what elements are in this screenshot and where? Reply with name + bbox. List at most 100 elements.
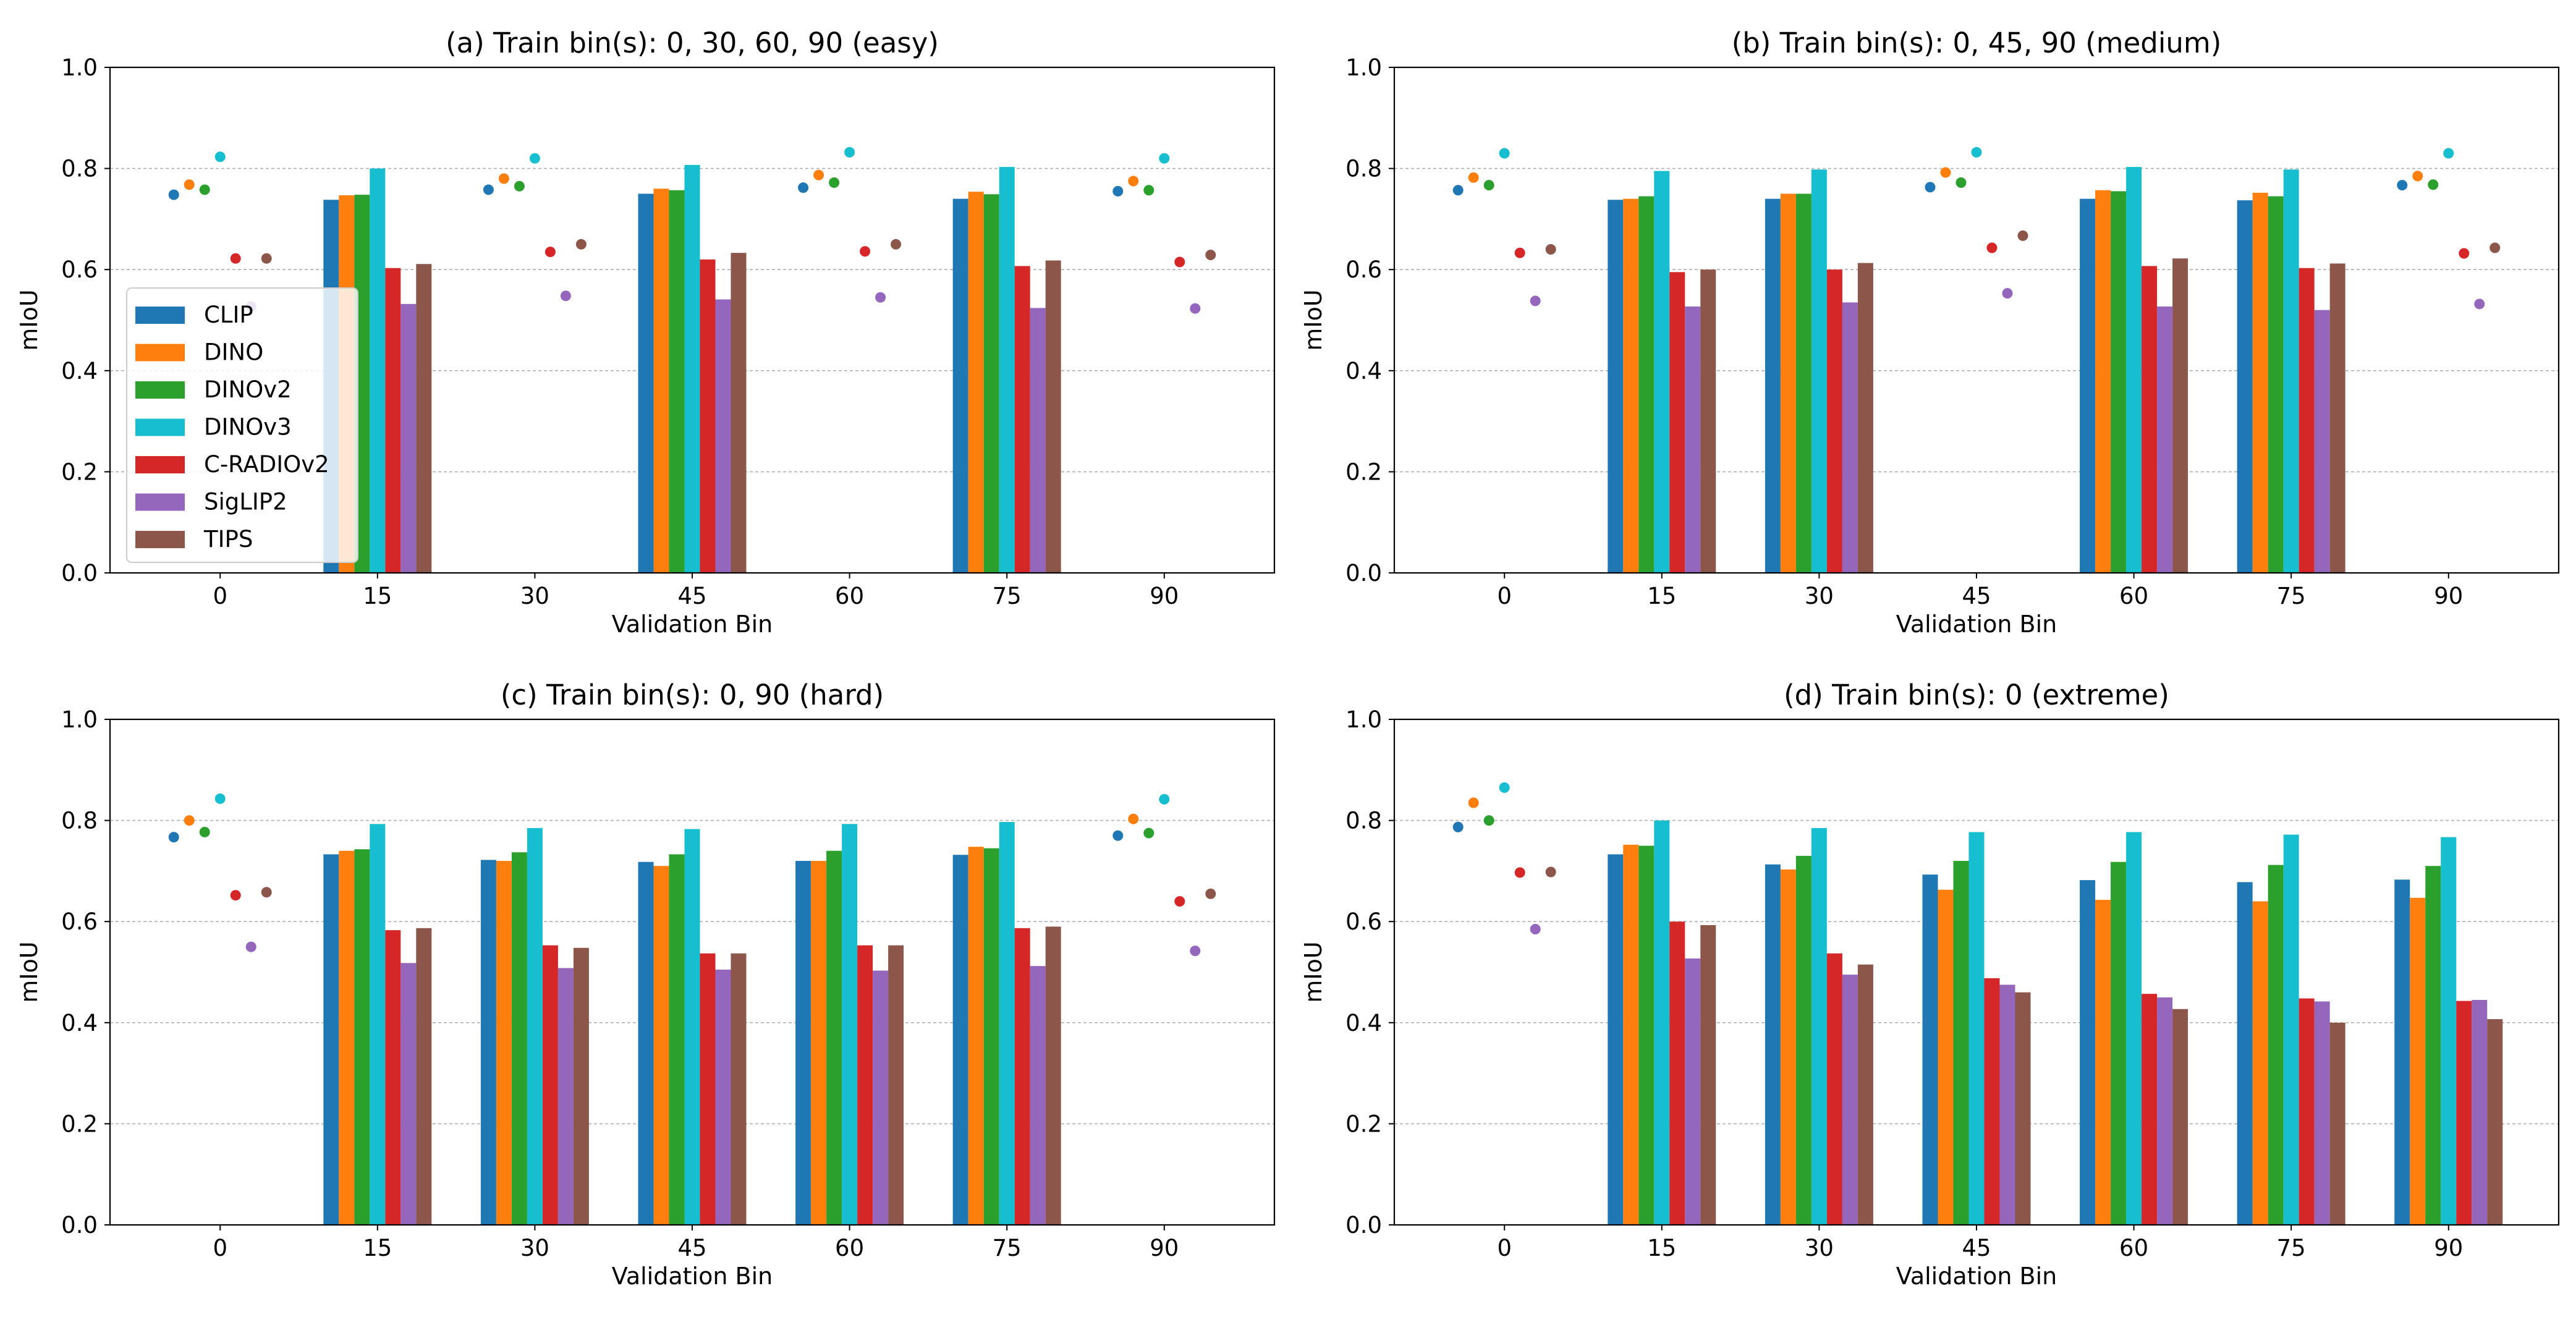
bar-siglip2-bin-45 [715, 969, 731, 1225]
bar-dino-bin-45 [653, 866, 669, 1225]
data-point-dinov3-bin-0 [1499, 148, 1510, 159]
bar-dinov3-bin-15 [370, 168, 386, 574]
bar-dino-bin-30 [1780, 193, 1796, 573]
x-tick-label: 60 [835, 583, 864, 609]
bar-clip-bin-45 [638, 193, 654, 573]
bar-tips-bin-75 [2329, 263, 2345, 573]
x-tick-label: 90 [2434, 583, 2463, 609]
bar-tips-bin-75 [2329, 1022, 2345, 1225]
bar-siglip2-bin-15 [400, 303, 417, 573]
bar-dinov3-bin-75 [999, 822, 1015, 1225]
bar-dinov2-bin-75 [983, 848, 999, 1225]
x-tick-label: 60 [835, 1235, 864, 1261]
bar-c-radiov2-bin-15 [385, 930, 401, 1225]
x-tick-label: 90 [1150, 1235, 1179, 1261]
bar-clip-bin-45 [1922, 874, 1938, 1225]
y-tick-label: 0.2 [1345, 459, 1382, 485]
x-axis-label: Validation Bin [1896, 611, 2057, 638]
data-point-siglip2-bin-90 [1190, 946, 1201, 957]
bar-clip-bin-30 [480, 860, 496, 1225]
bar-tips-bin-75 [1045, 926, 1061, 1225]
bar-clip-bin-45 [638, 861, 654, 1225]
chart-panel-2: 0.0 0.2 0.4 0.6 0.8 1.0 0 15 30 45 60 75 90 (b) Train… [1300, 27, 2560, 638]
data-point-dinov2-bin-0 [1483, 815, 1494, 826]
bar-dino-bin-90 [2410, 897, 2426, 1225]
legend-label: DINOv2 [204, 376, 292, 403]
bar-dinov3-bin-60 [2126, 832, 2142, 1225]
bar-dino-bin-75 [968, 847, 984, 1225]
bar-dinov2-bin-75 [2268, 865, 2284, 1225]
data-point-dinov3-bin-60 [844, 146, 855, 158]
data-point-siglip2-bin-0 [1530, 923, 1541, 934]
y-tick-label: 0.2 [61, 459, 98, 485]
bar-c-radiov2-bin-30 [1826, 269, 1842, 573]
bar-clip-bin-60 [2080, 198, 2096, 573]
data-point-tips-bin-90 [2489, 242, 2501, 253]
bar-clip-bin-90 [2394, 879, 2410, 1225]
chart-title: (c) Train bin(s): 0, 90 (hard) [501, 679, 884, 711]
chart-panel-3: 0.0 0.2 0.4 0.6 0.8 1.0 0 15 30 45 60 75 90 (c) Train… [15, 679, 1276, 1290]
data-point-tips-bin-0 [1545, 243, 1556, 255]
chart-panel-4: 0.0 0.2 0.4 0.6 0.8 1.0 0 15 30 45 60 75 90 (d) Train… [1300, 679, 2560, 1290]
bar-tips-bin-30 [1857, 263, 1873, 573]
data-point-siglip2-bin-0 [1530, 295, 1541, 307]
y-tick-label: 1.0 [61, 54, 98, 81]
legend-label: CLIP [204, 302, 253, 328]
bar-dinov2-bin-75 [983, 194, 999, 573]
bar-clip-bin-30 [1765, 198, 1781, 573]
y-tick-label: 0.0 [1345, 1212, 1382, 1238]
bar-c-radiov2-bin-45 [700, 953, 716, 1225]
bar-dinov2-bin-75 [2268, 196, 2284, 574]
bar-siglip2-bin-15 [400, 963, 417, 1225]
bar-dinov2-bin-30 [511, 852, 527, 1225]
x-tick-label: 15 [363, 583, 392, 609]
y-tick-label: 1.0 [1345, 706, 1382, 733]
bar-clip-bin-15 [1608, 200, 1624, 573]
bar-c-radiov2-bin-30 [542, 945, 558, 1225]
y-tick-label: 0.0 [1345, 560, 1382, 586]
bar-siglip2-bin-30 [1842, 302, 1858, 573]
x-tick-label: 45 [1962, 1235, 1991, 1261]
bar-clip-bin-75 [952, 198, 968, 573]
legend-label: SigLIP2 [204, 489, 287, 515]
data-point-dinov2-bin-90 [1143, 185, 1155, 196]
y-axis-label: mIoU [1300, 289, 1327, 350]
bar-dinov3-bin-75 [2283, 169, 2299, 574]
data-point-tips-bin-0 [261, 253, 272, 264]
bar-tips-bin-60 [888, 945, 904, 1225]
data-point-dino-bin-0 [1468, 172, 1479, 183]
bar-c-radiov2-bin-15 [1669, 921, 1685, 1225]
bar-clip-bin-75 [2237, 200, 2253, 573]
y-tick-label: 0.8 [1345, 808, 1382, 834]
data-point-dinov2-bin-90 [2428, 179, 2439, 190]
bar-siglip2-bin-30 [1842, 975, 1858, 1225]
bar-dinov3-bin-45 [1968, 832, 1985, 1225]
chart-title: (d) Train bin(s): 0 (extreme) [1784, 679, 2169, 711]
data-point-dinov3-bin-90 [2443, 148, 2454, 159]
bar-siglip2-bin-30 [557, 968, 574, 1225]
bar-dino-bin-45 [1938, 889, 1954, 1225]
y-tick-label: 0.4 [61, 358, 98, 384]
x-tick-label: 15 [1647, 1235, 1676, 1261]
bar-c-radiov2-bin-15 [385, 268, 401, 573]
y-axis-label: mIoU [15, 941, 43, 1002]
bar-c-radiov2-bin-45 [700, 259, 716, 573]
bar-dinov2-bin-90 [2425, 866, 2441, 1225]
bar-dinov3-bin-30 [1811, 169, 1827, 574]
bar-dinov3-bin-75 [999, 167, 1015, 573]
bar-tips-bin-45 [2015, 992, 2031, 1225]
data-point-c-radiov2-bin-90 [1174, 256, 1185, 268]
x-tick-label: 30 [520, 1235, 549, 1261]
bar-c-radiov2-bin-90 [2456, 1001, 2472, 1225]
bar-clip-bin-15 [323, 854, 339, 1225]
data-point-c-radiov2-bin-0 [1514, 247, 1525, 258]
data-point-dinov2-bin-0 [1483, 180, 1494, 191]
bar-siglip2-bin-75 [1030, 308, 1046, 573]
bar-dinov3-bin-90 [2441, 837, 2457, 1225]
data-point-clip-bin-0 [168, 189, 179, 200]
bar-tips-bin-60 [2172, 1009, 2188, 1225]
legend-swatch [135, 493, 185, 511]
bar-dino-bin-60 [2095, 900, 2111, 1225]
y-tick-label: 0.4 [61, 1010, 98, 1036]
